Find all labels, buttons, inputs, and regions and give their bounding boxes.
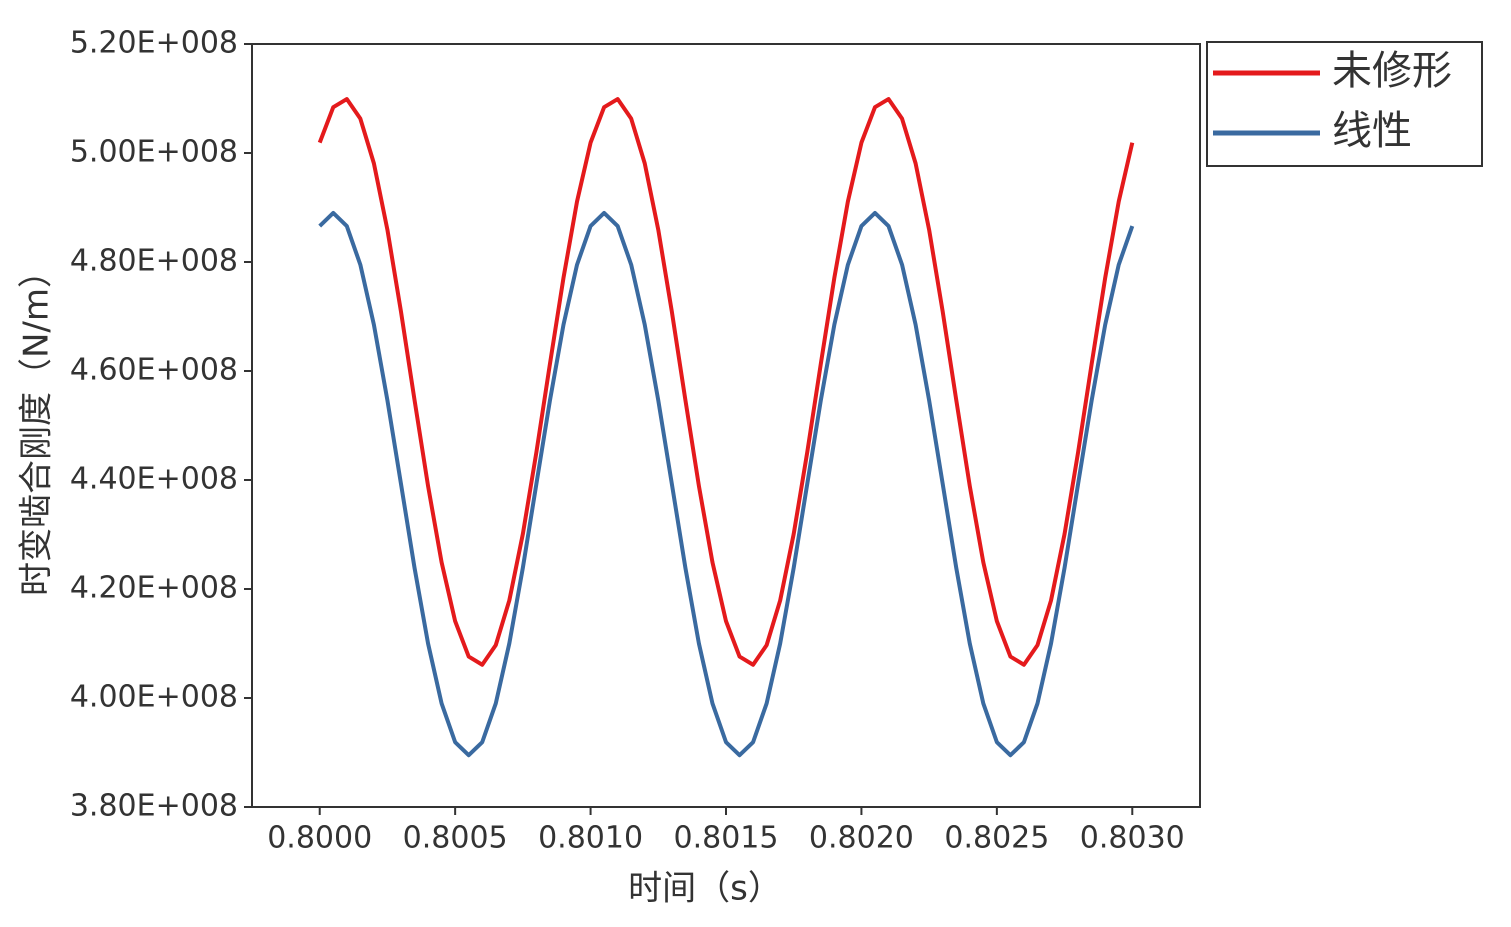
x-tick-label: 0.8000 xyxy=(267,821,372,856)
y-axis-label: 时变啮合刚度（N/m） xyxy=(17,254,57,596)
y-tick-label: 4.60E+008 xyxy=(70,353,238,388)
y-tick-label: 4.40E+008 xyxy=(70,462,238,497)
y-tick-label: 5.20E+008 xyxy=(70,26,238,61)
legend-box xyxy=(1206,41,1483,167)
y-tick-label: 3.80E+008 xyxy=(70,789,238,824)
x-tick-label: 0.8030 xyxy=(1080,821,1185,856)
x-tick-label: 0.8010 xyxy=(538,821,643,856)
plot-frame xyxy=(251,43,1201,808)
y-tick-label: 4.80E+008 xyxy=(70,244,238,279)
line-series xyxy=(317,97,1135,667)
x-tick-label: 0.8015 xyxy=(674,821,779,856)
y-tick-label: 5.00E+008 xyxy=(70,135,238,170)
x-tick-label: 0.8025 xyxy=(944,821,1049,856)
x-tick-label: 0.8020 xyxy=(809,821,914,856)
legend-label: 线性 xyxy=(1332,108,1412,154)
line-series xyxy=(318,210,1135,758)
x-tick-label: 0.8005 xyxy=(403,821,508,856)
y-tick-label: 4.00E+008 xyxy=(70,680,238,715)
legend-label: 未修形 xyxy=(1332,48,1452,94)
y-tick-label: 4.20E+008 xyxy=(70,571,238,606)
x-axis-label: 时间（s） xyxy=(628,869,782,909)
